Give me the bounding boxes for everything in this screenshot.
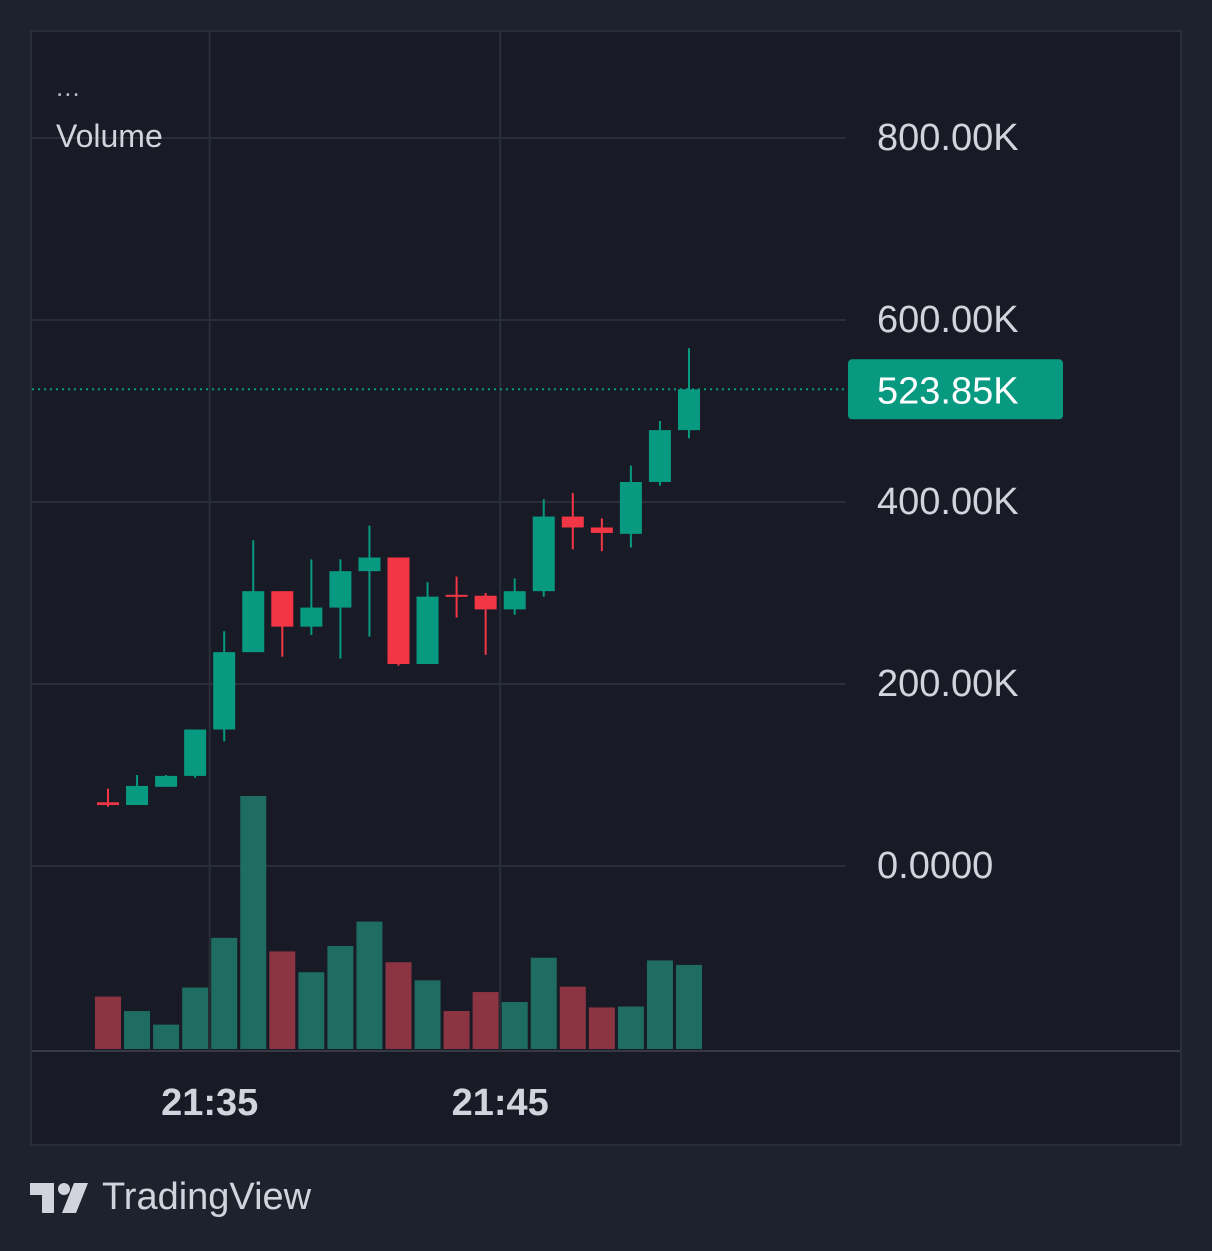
brand-name: TradingView xyxy=(102,1176,312,1218)
candle-body xyxy=(329,571,352,608)
candle-body xyxy=(126,785,149,806)
candle-body xyxy=(242,591,265,653)
volume-bar xyxy=(530,957,557,1049)
volume-bar xyxy=(153,1024,180,1049)
candle-body xyxy=(561,516,584,528)
volume-bar xyxy=(501,1002,528,1049)
chart-canvas[interactable]: 800.00K 600.00K 400.00K 200.00K 0.0000 21:35 2… xyxy=(32,32,1180,1144)
y-axis-tick-label: 600.00K xyxy=(877,299,1019,341)
candle-body xyxy=(387,557,410,664)
x-axis-tick-label: 21:45 xyxy=(452,1082,549,1124)
candle-body xyxy=(474,595,497,610)
volume-bar xyxy=(269,951,296,1049)
volume-bar xyxy=(240,796,267,1049)
volume-bar xyxy=(356,921,383,1049)
candle-body xyxy=(97,802,119,806)
y-axis-tick-label: 400.00K xyxy=(877,481,1019,523)
last-value-label: 523.85K xyxy=(877,370,1019,412)
candle-body xyxy=(648,430,671,482)
volume-bar xyxy=(385,962,412,1049)
legend-title: Volume xyxy=(56,118,163,154)
volume-bar xyxy=(124,1011,151,1049)
candle-body xyxy=(590,527,613,533)
volume-bar xyxy=(588,1007,615,1049)
volume-bar xyxy=(414,980,441,1049)
candle-body xyxy=(271,591,294,627)
volume-bar xyxy=(646,960,673,1049)
y-axis-tick-label: 200.00K xyxy=(877,663,1019,705)
candle-body xyxy=(416,596,439,664)
volume-bar xyxy=(327,945,354,1049)
volume-bar xyxy=(472,992,499,1049)
y-axis-tick-label: 0.0000 xyxy=(877,845,993,887)
candle-body xyxy=(532,516,555,592)
candle-body xyxy=(503,591,526,610)
candle-body xyxy=(619,481,642,534)
candle-body xyxy=(678,389,700,431)
x-axis-tick-label: 21:35 xyxy=(161,1082,258,1124)
legend-menu-dots[interactable]: ... xyxy=(56,72,81,102)
tradingview-logo-icon xyxy=(30,1182,88,1213)
candle-body xyxy=(358,557,381,572)
volume-bar xyxy=(95,996,121,1049)
volume-bar xyxy=(676,964,702,1049)
candle-body xyxy=(155,775,178,787)
candle-body xyxy=(300,607,323,627)
volume-bar xyxy=(443,1011,470,1049)
volume-bar xyxy=(211,937,238,1049)
candle-body xyxy=(445,594,468,597)
candle-body xyxy=(184,729,207,776)
volume-bar xyxy=(617,1006,644,1049)
volume-bar xyxy=(298,972,325,1049)
last-value-label-bg xyxy=(848,359,1063,420)
brand[interactable]: TradingView xyxy=(30,1176,311,1219)
chart-frame[interactable]: 800.00K 600.00K 400.00K 200.00K 0.0000 21:35 2… xyxy=(30,30,1182,1146)
y-axis-tick-label: 800.00K xyxy=(877,117,1019,159)
volume-bar xyxy=(182,987,209,1049)
candle-body xyxy=(213,652,236,730)
volume-bar xyxy=(559,986,586,1049)
